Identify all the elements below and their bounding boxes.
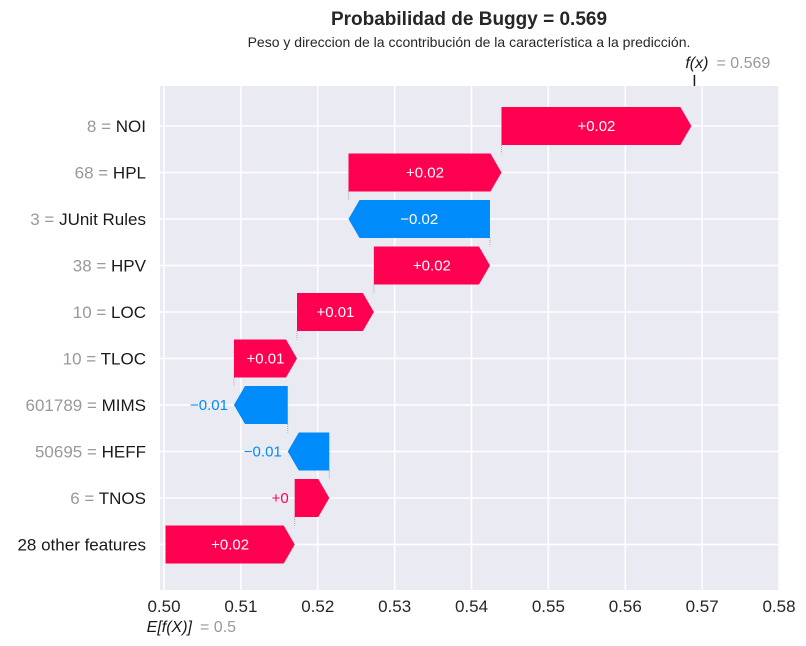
waterfall-bar [233, 386, 288, 424]
feature-label: 50695 = HEFF [35, 443, 146, 462]
feature-value: 8 = [87, 117, 116, 136]
waterfall-bar [348, 153, 502, 192]
fx-label: f(x) [685, 55, 708, 72]
x-tick-label: 0.52 [301, 597, 334, 616]
x-tick-label: 0.54 [455, 597, 488, 616]
feature-value: 68 = [75, 164, 113, 183]
feature-value: 50695 = [35, 443, 102, 462]
feature-label: 8 = NOI [87, 117, 146, 136]
x-tick-label: 0.55 [532, 597, 565, 616]
x-tick-label: 0.56 [609, 597, 642, 616]
feature-label: 6 = TNOS [70, 489, 146, 508]
bar-value-label: +0.01 [246, 351, 284, 368]
feature-name: TNOS [99, 489, 146, 508]
waterfall-bar [501, 107, 692, 145]
bar-value-label: +0 [272, 490, 289, 507]
feature-value: 10 = [73, 303, 111, 322]
bar-value-label: +0.02 [211, 537, 249, 554]
feature-name: HEFF [102, 443, 146, 462]
chart-title: Probabilidad de Buggy = 0.569 [331, 9, 607, 30]
waterfall-bar [373, 246, 490, 285]
x-tick-label: 0.58 [762, 597, 795, 616]
bar-value-label: −0.01 [190, 397, 228, 414]
bar-value-label: +0.02 [406, 165, 444, 182]
waterfall-bar [294, 479, 330, 517]
bar-value-label: +0.01 [316, 304, 354, 321]
feature-value: 6 = [70, 489, 99, 508]
feature-label: 10 = TLOC [63, 350, 146, 369]
feature-label: 28 other features [17, 536, 146, 555]
x-tick-label: 0.57 [686, 597, 719, 616]
chart-subtitle: Peso y direccion de la ccontribución de … [248, 34, 691, 50]
bar-value-label: −0.01 [244, 444, 282, 461]
bar-value-label: +0.02 [413, 258, 451, 275]
waterfall-bar [165, 525, 295, 564]
feature-value: 3 = [30, 210, 59, 229]
feature-label: 10 = LOC [73, 303, 146, 322]
waterfall-bar [296, 293, 374, 331]
bar-value-label: +0.02 [577, 118, 615, 135]
feature-name: MIMS [102, 396, 146, 415]
waterfall-bar [348, 200, 490, 238]
waterfall-bar [233, 339, 297, 378]
ex-label: E[f(X)] [147, 619, 193, 636]
feature-value: 601789 = [26, 396, 102, 415]
feature-label: 38 = HPV [73, 257, 147, 276]
feature-name: HPV [111, 257, 147, 276]
feature-name: NOI [116, 117, 146, 136]
x-tick-label: 0.50 [147, 597, 180, 616]
feature-label: 68 = HPL [75, 164, 146, 183]
bar-value-label: −0.02 [400, 211, 438, 228]
feature-name: 28 other features [17, 536, 146, 555]
x-tick-label: 0.51 [224, 597, 257, 616]
waterfall-bar [287, 432, 330, 471]
feature-value: 10 = [63, 350, 101, 369]
feature-name: TLOC [101, 350, 146, 369]
feature-name: JUnit Rules [59, 210, 146, 229]
feature-name: LOC [111, 303, 146, 322]
feature-value: 38 = [73, 257, 111, 276]
x-tick-label: 0.53 [378, 597, 411, 616]
fx-value: = 0.569 [716, 55, 770, 72]
feature-label: 601789 = MIMS [26, 396, 147, 415]
feature-label: 3 = JUnit Rules [30, 210, 146, 229]
feature-name: HPL [113, 164, 146, 183]
ex-value: = 0.5 [200, 619, 236, 636]
